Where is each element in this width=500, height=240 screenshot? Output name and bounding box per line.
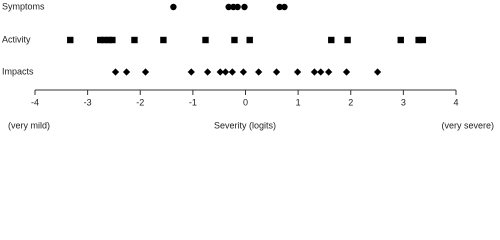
point: [228, 68, 236, 76]
point: [373, 68, 382, 76]
point: [239, 68, 247, 76]
point: [255, 68, 263, 76]
point: [415, 36, 422, 44]
point: [225, 3, 232, 11]
x-tick-label: 4: [453, 97, 458, 107]
point: [234, 3, 241, 11]
point: [231, 36, 238, 44]
point: [344, 36, 351, 44]
point: [101, 36, 108, 44]
x-tick-label: -3: [84, 97, 92, 107]
point: [131, 36, 138, 44]
point: [160, 36, 167, 44]
point: [276, 3, 283, 11]
x-tick-label: 0: [243, 97, 248, 107]
y-category-label: Impacts: [2, 66, 34, 76]
x-tick-label: -2: [136, 97, 144, 107]
annotation: (very mild): [8, 120, 50, 130]
point: [272, 68, 281, 76]
point: [397, 36, 404, 44]
point: [97, 36, 104, 44]
annotation: (very severe): [441, 120, 494, 130]
point: [122, 68, 131, 76]
point: [342, 68, 351, 76]
point: [216, 68, 224, 76]
point: [170, 3, 177, 11]
point: [310, 68, 319, 76]
point: [293, 68, 302, 76]
point: [317, 68, 325, 76]
chart: Severity (logits) (very mild) (very seve…: [2, 1, 494, 130]
x-axis-label: Severity (logits): [214, 120, 276, 130]
point: [67, 36, 74, 44]
x-tick-label: 2: [348, 97, 353, 107]
x-tick-label: 1: [296, 97, 301, 107]
point: [202, 36, 209, 44]
x-tick-label: -4: [31, 97, 39, 107]
point: [105, 36, 112, 44]
point: [111, 68, 120, 76]
point: [187, 68, 195, 76]
y-category-label: Activity: [2, 34, 31, 44]
x-tick-label: 3: [401, 97, 406, 107]
x-tick-label: -1: [189, 97, 197, 107]
point: [419, 36, 427, 44]
point: [241, 3, 248, 11]
point: [281, 3, 288, 11]
y-category-label: Symptoms: [2, 1, 45, 11]
point: [141, 68, 150, 76]
point: [204, 68, 212, 76]
point: [328, 36, 335, 44]
point: [246, 36, 253, 44]
point: [221, 68, 230, 76]
point: [325, 68, 333, 76]
point: [109, 36, 116, 44]
